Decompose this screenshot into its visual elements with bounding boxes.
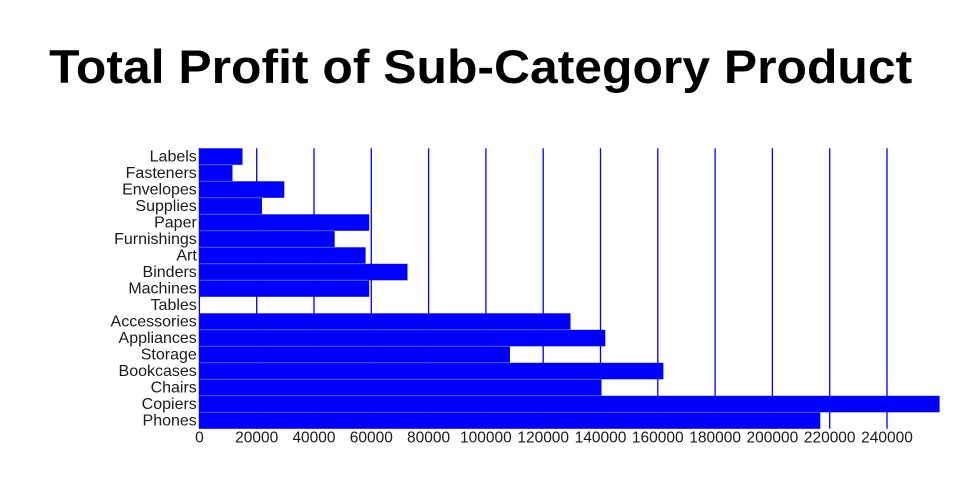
svg-text:Total Profit of Sub-Category P: Total Profit of Sub-Category Product	[49, 41, 912, 94]
svg-text:Copiers: Copiers	[142, 396, 197, 413]
svg-text:40000: 40000	[292, 430, 335, 447]
svg-text:Paper: Paper	[154, 215, 197, 232]
svg-text:Machines: Machines	[128, 281, 196, 298]
svg-text:0: 0	[195, 430, 204, 447]
svg-text:80000: 80000	[407, 430, 450, 447]
svg-text:120000: 120000	[517, 430, 569, 447]
svg-text:Fasteners: Fasteners	[126, 165, 197, 182]
svg-text:160000: 160000	[632, 430, 684, 447]
svg-text:Furnishings: Furnishings	[114, 231, 197, 248]
svg-text:Binders: Binders	[143, 264, 197, 281]
svg-text:Storage: Storage	[141, 347, 197, 364]
svg-text:Bookcases: Bookcases	[119, 363, 197, 380]
svg-text:Chairs: Chairs	[151, 380, 197, 397]
svg-text:20000: 20000	[235, 430, 278, 447]
svg-text:220000: 220000	[804, 430, 856, 447]
svg-text:Envelopes: Envelopes	[122, 182, 197, 199]
svg-text:240000: 240000	[861, 430, 913, 447]
svg-text:60000: 60000	[350, 430, 393, 447]
svg-text:140000: 140000	[575, 430, 627, 447]
svg-text:Appliances: Appliances	[119, 330, 197, 347]
svg-text:200000: 200000	[747, 430, 799, 447]
svg-text:Supplies: Supplies	[135, 198, 196, 215]
svg-text:180000: 180000	[689, 430, 741, 447]
svg-text:Labels: Labels	[150, 149, 197, 166]
svg-text:Accessories: Accessories	[111, 314, 197, 331]
svg-text:Phones: Phones	[143, 413, 197, 430]
svg-text:Tables: Tables	[151, 297, 197, 314]
svg-text:Art: Art	[176, 248, 197, 265]
svg-text:100000: 100000	[460, 430, 512, 447]
